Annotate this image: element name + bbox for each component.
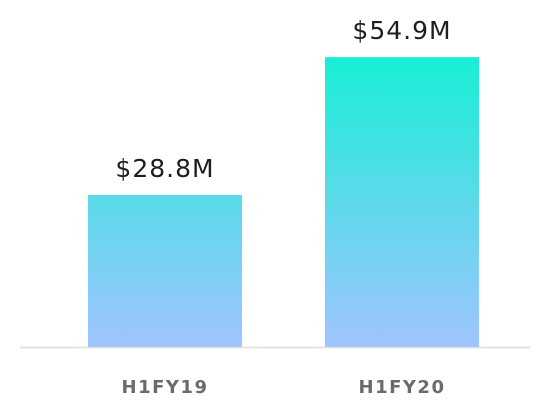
bar [88,194,242,347]
bar [325,57,479,348]
value-label: $28.8M [115,154,214,183]
x-tick-label: H1FY19 [122,377,209,398]
x-tick-label: H1FY20 [359,377,446,398]
value-label: $54.9M [352,16,451,45]
